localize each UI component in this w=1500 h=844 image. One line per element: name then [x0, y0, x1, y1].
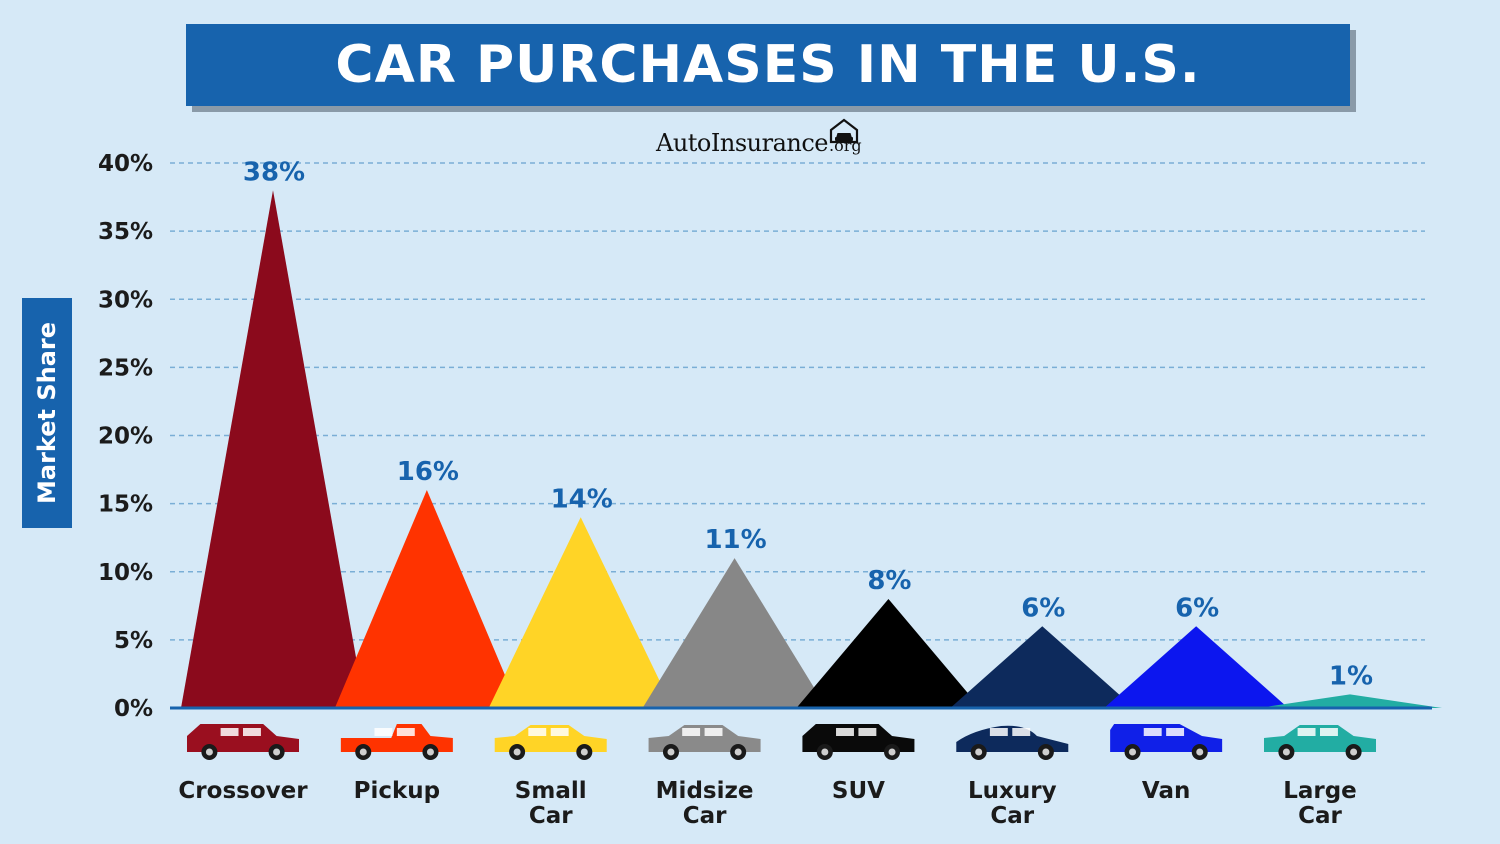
- luxury-car-icon: [956, 725, 1069, 760]
- small-car-icon: [494, 725, 607, 760]
- y-tick-label: 20%: [98, 424, 153, 450]
- category-label-suv: SUV: [832, 778, 885, 804]
- data-label-small-car: 14%: [551, 484, 613, 514]
- data-labels: 38% 16% 14% 11% 8% 6% 6% 1%: [243, 157, 1373, 691]
- peak-midsize-car: [642, 558, 827, 708]
- title-banner: CAR PURCHASES IN THE U.S.: [186, 24, 1350, 106]
- peak-luxury-car: [950, 626, 1135, 708]
- category-label-luxury-car: Luxury: [968, 778, 1057, 804]
- pickup-truck-icon: [340, 724, 453, 760]
- category-label-small-car: Small: [515, 778, 587, 804]
- peaks: [181, 190, 1442, 708]
- crossover-car-icon: [187, 724, 299, 760]
- chart-title: CAR PURCHASES IN THE U.S.: [335, 35, 1201, 95]
- peak-crossover: [181, 190, 365, 708]
- y-tick-label: 30%: [98, 287, 153, 313]
- data-label-crossover: 38%: [243, 157, 305, 187]
- y-axis-label-box: Market Share: [22, 298, 72, 528]
- brand-tld: .org: [828, 136, 862, 155]
- brand-name: AutoInsurance: [656, 129, 828, 157]
- y-tick-label: 15%: [98, 492, 153, 518]
- category-label-luxury-car: Car: [990, 803, 1034, 829]
- peak-pickup: [334, 490, 519, 708]
- data-label-midsize-car: 11%: [704, 525, 766, 555]
- suv-icon: [802, 724, 915, 760]
- van-icon: [1110, 724, 1223, 760]
- y-tick-label: 40%: [98, 151, 153, 177]
- category-label-midsize-car: Car: [683, 803, 727, 829]
- y-axis-ticks: 0% 5% 10% 15% 20% 25% 30% 35% 40%: [98, 151, 153, 722]
- data-label-van: 6%: [1175, 593, 1219, 623]
- y-tick-label: 25%: [98, 355, 153, 381]
- peak-suv: [796, 599, 981, 708]
- y-tick-label: 35%: [98, 219, 153, 245]
- category-label-large-car: Car: [1298, 803, 1342, 829]
- large-car-icon: [1264, 725, 1376, 760]
- category-label-small-car: Car: [529, 803, 573, 829]
- y-tick-label: 10%: [98, 560, 153, 586]
- midsize-car-icon: [648, 725, 761, 760]
- data-label-suv: 8%: [867, 566, 911, 596]
- data-label-pickup: 16%: [397, 457, 459, 487]
- category-label-van: Van: [1142, 778, 1190, 804]
- peak-van: [1104, 626, 1289, 708]
- y-tick-label: 0%: [114, 696, 153, 722]
- data-label-luxury-car: 6%: [1021, 593, 1065, 623]
- category-label-midsize-car: Midsize: [656, 778, 754, 804]
- garage-car-icon: [829, 118, 859, 144]
- category-icons: [187, 724, 1376, 760]
- data-label-large-car: 1%: [1329, 661, 1373, 691]
- category-label-large-car: Large: [1283, 778, 1357, 804]
- category-label-crossover: Crossover: [178, 778, 308, 804]
- brand-logo: AutoInsurance .org: [656, 118, 862, 158]
- gridlines: [170, 162, 1425, 641]
- peak-small-car: [488, 517, 673, 708]
- y-tick-label: 5%: [114, 628, 153, 654]
- peak-large-car: [1258, 694, 1442, 708]
- category-label-pickup: Pickup: [354, 778, 441, 804]
